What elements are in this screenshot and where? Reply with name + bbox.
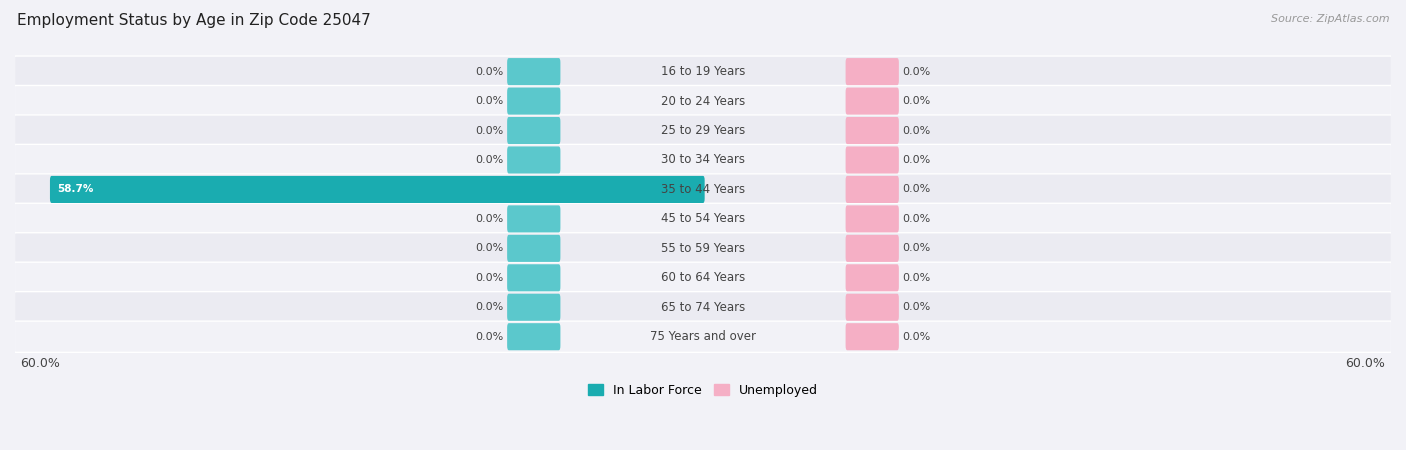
FancyBboxPatch shape bbox=[508, 87, 561, 115]
FancyBboxPatch shape bbox=[51, 176, 704, 203]
Text: 0.0%: 0.0% bbox=[903, 243, 931, 253]
Text: 0.0%: 0.0% bbox=[475, 273, 503, 283]
Text: 0.0%: 0.0% bbox=[475, 243, 503, 253]
Text: 75 Years and over: 75 Years and over bbox=[650, 330, 756, 343]
Text: Employment Status by Age in Zip Code 25047: Employment Status by Age in Zip Code 250… bbox=[17, 14, 371, 28]
FancyBboxPatch shape bbox=[14, 321, 1392, 352]
FancyBboxPatch shape bbox=[845, 117, 898, 144]
FancyBboxPatch shape bbox=[845, 87, 898, 115]
Text: 45 to 54 Years: 45 to 54 Years bbox=[661, 212, 745, 225]
Text: 25 to 29 Years: 25 to 29 Years bbox=[661, 124, 745, 137]
Text: 0.0%: 0.0% bbox=[903, 67, 931, 76]
FancyBboxPatch shape bbox=[508, 146, 561, 174]
FancyBboxPatch shape bbox=[14, 233, 1392, 264]
Text: 0.0%: 0.0% bbox=[475, 96, 503, 106]
Text: 60 to 64 Years: 60 to 64 Years bbox=[661, 271, 745, 284]
FancyBboxPatch shape bbox=[14, 292, 1392, 323]
Text: 0.0%: 0.0% bbox=[903, 273, 931, 283]
FancyBboxPatch shape bbox=[508, 205, 561, 233]
FancyBboxPatch shape bbox=[508, 294, 561, 321]
FancyBboxPatch shape bbox=[845, 323, 898, 350]
FancyBboxPatch shape bbox=[14, 262, 1392, 293]
Text: 20 to 24 Years: 20 to 24 Years bbox=[661, 94, 745, 108]
Text: 0.0%: 0.0% bbox=[903, 184, 931, 194]
Text: 30 to 34 Years: 30 to 34 Years bbox=[661, 153, 745, 166]
Text: 0.0%: 0.0% bbox=[903, 332, 931, 342]
Text: 0.0%: 0.0% bbox=[475, 67, 503, 76]
Text: 0.0%: 0.0% bbox=[903, 96, 931, 106]
Text: 16 to 19 Years: 16 to 19 Years bbox=[661, 65, 745, 78]
FancyBboxPatch shape bbox=[845, 294, 898, 321]
FancyBboxPatch shape bbox=[14, 115, 1392, 146]
FancyBboxPatch shape bbox=[14, 203, 1392, 234]
FancyBboxPatch shape bbox=[508, 264, 561, 291]
Text: 35 to 44 Years: 35 to 44 Years bbox=[661, 183, 745, 196]
Text: 0.0%: 0.0% bbox=[903, 155, 931, 165]
FancyBboxPatch shape bbox=[508, 117, 561, 144]
Text: 0.0%: 0.0% bbox=[903, 126, 931, 135]
Text: 0.0%: 0.0% bbox=[475, 214, 503, 224]
FancyBboxPatch shape bbox=[508, 58, 561, 85]
Text: 65 to 74 Years: 65 to 74 Years bbox=[661, 301, 745, 314]
FancyBboxPatch shape bbox=[845, 264, 898, 291]
Text: 60.0%: 60.0% bbox=[1346, 357, 1385, 370]
Text: 0.0%: 0.0% bbox=[475, 302, 503, 312]
FancyBboxPatch shape bbox=[845, 176, 898, 203]
Text: 55 to 59 Years: 55 to 59 Years bbox=[661, 242, 745, 255]
FancyBboxPatch shape bbox=[845, 58, 898, 85]
Text: 0.0%: 0.0% bbox=[475, 332, 503, 342]
FancyBboxPatch shape bbox=[14, 144, 1392, 176]
FancyBboxPatch shape bbox=[14, 56, 1392, 87]
Text: 0.0%: 0.0% bbox=[903, 214, 931, 224]
FancyBboxPatch shape bbox=[508, 323, 561, 350]
Text: 60.0%: 60.0% bbox=[21, 357, 60, 370]
FancyBboxPatch shape bbox=[845, 205, 898, 233]
FancyBboxPatch shape bbox=[14, 174, 1392, 205]
Text: 0.0%: 0.0% bbox=[475, 126, 503, 135]
FancyBboxPatch shape bbox=[845, 235, 898, 262]
FancyBboxPatch shape bbox=[845, 146, 898, 174]
Text: 0.0%: 0.0% bbox=[903, 302, 931, 312]
Legend: In Labor Force, Unemployed: In Labor Force, Unemployed bbox=[583, 379, 823, 402]
Text: 58.7%: 58.7% bbox=[58, 184, 94, 194]
FancyBboxPatch shape bbox=[14, 86, 1392, 117]
FancyBboxPatch shape bbox=[508, 235, 561, 262]
Text: 0.0%: 0.0% bbox=[475, 155, 503, 165]
Text: Source: ZipAtlas.com: Source: ZipAtlas.com bbox=[1271, 14, 1389, 23]
